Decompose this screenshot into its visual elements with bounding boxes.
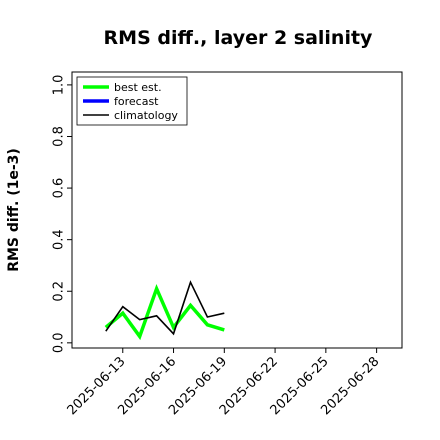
- legend-label: climatology: [114, 109, 178, 122]
- series-line-climatology: [105, 280, 225, 336]
- y-tick-label: 0.0: [52, 332, 67, 353]
- y-axis-label: RMS diff. (1e-3): [6, 148, 22, 272]
- y-tick-label: 0.2: [52, 281, 67, 302]
- chart-title: RMS diff., layer 2 salinity: [104, 27, 374, 49]
- plot-frame: [71, 71, 403, 349]
- y-tick-label: 0.8: [52, 126, 67, 147]
- legend-label: best est.: [114, 81, 162, 94]
- series-line-best-est: [104, 283, 225, 341]
- legend-label: forecast: [114, 95, 159, 108]
- y-tick-label: 0.6: [52, 178, 67, 199]
- y-tick-label: 0.4: [52, 229, 67, 250]
- y-tick-label: 1.0: [52, 75, 67, 96]
- series-lines: [104, 280, 225, 341]
